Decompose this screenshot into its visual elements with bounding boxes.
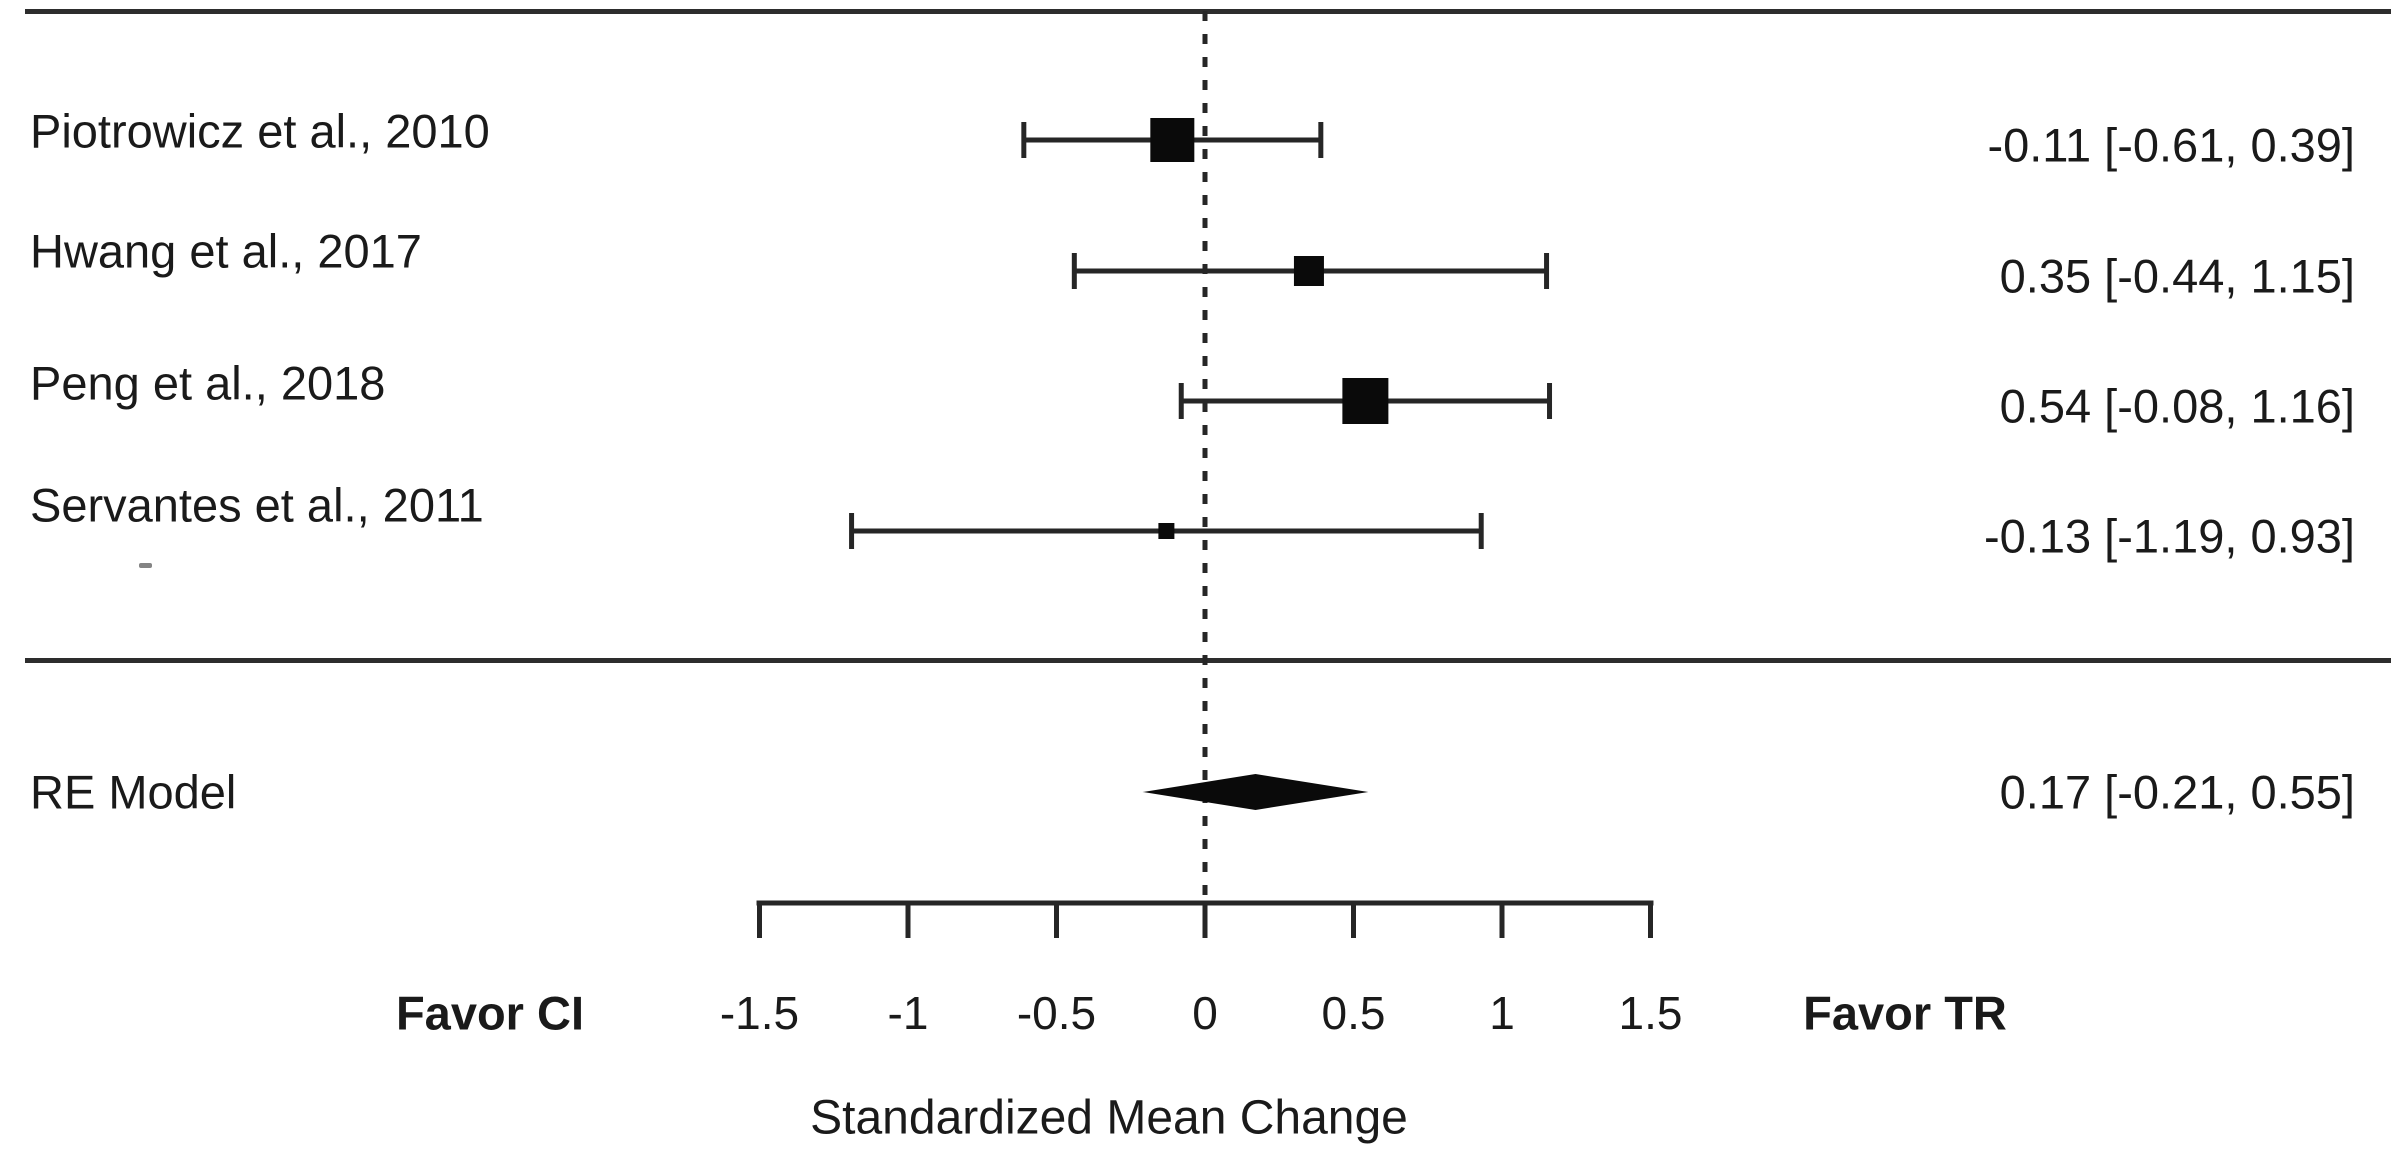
x-axis-tick-label: 0.5	[1321, 987, 1386, 1039]
separator-rule	[25, 658, 2391, 663]
study-label: Peng et al., 2018	[30, 356, 386, 410]
favor-tr-label: Favor TR	[1803, 986, 2007, 1040]
estimate-annotation: -0.13 [-1.19, 0.93]	[1983, 509, 2355, 563]
summary-annotation: 0.17 [-0.21, 0.55]	[1999, 765, 2355, 819]
x-axis-tick-label: 1	[1489, 987, 1515, 1039]
study-label: Hwang et al., 2017	[30, 224, 422, 278]
estimate-box	[1293, 256, 1324, 286]
x-axis-title: Standardized Mean Change	[810, 1091, 1408, 1145]
x-axis-tick-label: 1.5	[1618, 987, 1683, 1039]
x-axis-tick-label: -1.5	[719, 987, 800, 1039]
estimate-annotation: 0.54 [-0.08, 1.16]	[1999, 379, 2355, 433]
estimate-box	[1150, 118, 1195, 162]
summary-label: RE Model	[30, 765, 237, 819]
x-axis-tick-label: -1	[887, 987, 929, 1039]
estimate-box	[1158, 523, 1175, 539]
estimate-annotation: 0.35 [-0.44, 1.15]	[1999, 249, 2355, 303]
x-axis-tick-label: 0	[1192, 987, 1218, 1039]
favor-ci-label: Favor CI	[395, 986, 585, 1040]
study-label: Servantes et al., 2011	[30, 478, 484, 532]
stray-mark	[139, 563, 152, 568]
summary-diamond	[1142, 774, 1369, 810]
top-rule	[25, 9, 2391, 14]
estimate-annotation: -0.11 [-0.61, 0.39]	[1987, 118, 2355, 172]
study-label: Piotrowicz et al., 2010	[30, 104, 490, 158]
x-axis-tick-label: -0.5	[1016, 987, 1097, 1039]
estimate-box	[1342, 378, 1389, 424]
